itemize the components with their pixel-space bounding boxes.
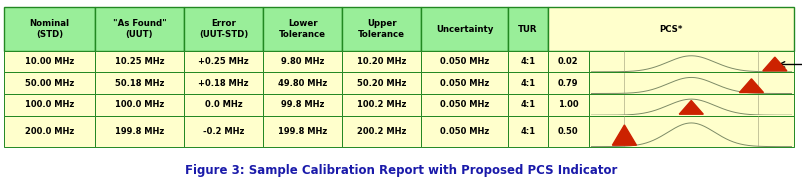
Bar: [95, 7, 184, 51]
Bar: [589, 116, 794, 147]
Bar: [548, 7, 794, 51]
Bar: [184, 51, 263, 72]
Text: -0.2 MHz: -0.2 MHz: [203, 127, 245, 136]
Text: 0.050 MHz: 0.050 MHz: [440, 127, 489, 136]
Bar: [4, 72, 95, 94]
Polygon shape: [763, 57, 787, 71]
Text: 0.02: 0.02: [557, 57, 578, 66]
Text: 4:1: 4:1: [520, 79, 535, 88]
Text: PCS*: PCS*: [659, 24, 683, 33]
Bar: [184, 7, 263, 51]
Polygon shape: [739, 79, 764, 93]
Text: Nominal
(STD): Nominal (STD): [30, 19, 70, 39]
Bar: [421, 7, 508, 51]
Text: 200.2 MHz: 200.2 MHz: [357, 127, 407, 136]
Bar: [342, 51, 421, 72]
Text: 100.0 MHz: 100.0 MHz: [25, 100, 74, 109]
Bar: [184, 72, 263, 94]
Text: Upper
Tolerance: Upper Tolerance: [358, 19, 405, 39]
Text: 10.20 MHz: 10.20 MHz: [357, 57, 407, 66]
Text: 4:1: 4:1: [520, 127, 535, 136]
Polygon shape: [613, 125, 637, 145]
Bar: [548, 116, 589, 147]
Text: 0.50: 0.50: [557, 127, 578, 136]
Text: 199.8 MHz: 199.8 MHz: [115, 127, 164, 136]
Text: 0.0 MHz: 0.0 MHz: [205, 100, 242, 109]
Text: 50.00 MHz: 50.00 MHz: [25, 79, 74, 88]
Bar: [95, 94, 184, 116]
Bar: [95, 51, 184, 72]
Bar: [4, 51, 95, 72]
Bar: [263, 72, 342, 94]
Bar: [508, 7, 548, 51]
Text: 50.18 MHz: 50.18 MHz: [115, 79, 164, 88]
Bar: [508, 94, 548, 116]
Bar: [508, 72, 548, 94]
Text: 50.20 MHz: 50.20 MHz: [357, 79, 407, 88]
Text: "As Found"
(UUT): "As Found" (UUT): [112, 19, 166, 39]
Text: TUR: TUR: [518, 24, 537, 33]
Text: 10.25 MHz: 10.25 MHz: [115, 57, 164, 66]
Bar: [548, 51, 589, 72]
Bar: [263, 116, 342, 147]
Text: 0.79: 0.79: [558, 79, 578, 88]
Bar: [589, 72, 794, 94]
Bar: [184, 116, 263, 147]
Bar: [95, 116, 184, 147]
Bar: [4, 94, 95, 116]
Text: 10.00 MHz: 10.00 MHz: [25, 57, 74, 66]
Text: 1.00: 1.00: [557, 100, 578, 109]
Bar: [589, 51, 794, 72]
Bar: [263, 51, 342, 72]
Bar: [263, 94, 342, 116]
Bar: [508, 116, 548, 147]
Text: 9.80 MHz: 9.80 MHz: [281, 57, 324, 66]
Bar: [342, 72, 421, 94]
Bar: [95, 72, 184, 94]
Text: 199.8 MHz: 199.8 MHz: [278, 127, 327, 136]
Text: 100.0 MHz: 100.0 MHz: [115, 100, 164, 109]
Bar: [263, 7, 342, 51]
Text: 0.050 MHz: 0.050 MHz: [440, 100, 489, 109]
Text: Lower
Tolerance: Lower Tolerance: [279, 19, 326, 39]
Bar: [4, 116, 95, 147]
Bar: [421, 72, 508, 94]
Polygon shape: [679, 100, 703, 114]
Bar: [421, 116, 508, 147]
Text: Figure 3: Sample Calibration Report with Proposed PCS Indicator: Figure 3: Sample Calibration Report with…: [184, 164, 618, 177]
Bar: [342, 7, 421, 51]
Bar: [421, 94, 508, 116]
Bar: [508, 51, 548, 72]
Bar: [548, 94, 589, 116]
Bar: [548, 72, 589, 94]
Bar: [4, 7, 95, 51]
Bar: [342, 116, 421, 147]
Text: 0.050 MHz: 0.050 MHz: [440, 57, 489, 66]
Text: 4:1: 4:1: [520, 100, 535, 109]
Text: 100.2 MHz: 100.2 MHz: [357, 100, 407, 109]
Text: 4:1: 4:1: [520, 57, 535, 66]
Text: Uncertainty: Uncertainty: [435, 24, 493, 33]
Bar: [342, 94, 421, 116]
Bar: [184, 94, 263, 116]
Text: 0.050 MHz: 0.050 MHz: [440, 79, 489, 88]
Text: +0.25 MHz: +0.25 MHz: [198, 57, 249, 66]
Text: 200.0 MHz: 200.0 MHz: [25, 127, 74, 136]
Text: 99.8 MHz: 99.8 MHz: [281, 100, 324, 109]
Text: +0.18 MHz: +0.18 MHz: [198, 79, 249, 88]
Bar: [589, 94, 794, 116]
Text: 49.80 MHz: 49.80 MHz: [278, 79, 327, 88]
Bar: [421, 51, 508, 72]
Text: Error
(UUT-STD): Error (UUT-STD): [199, 19, 249, 39]
